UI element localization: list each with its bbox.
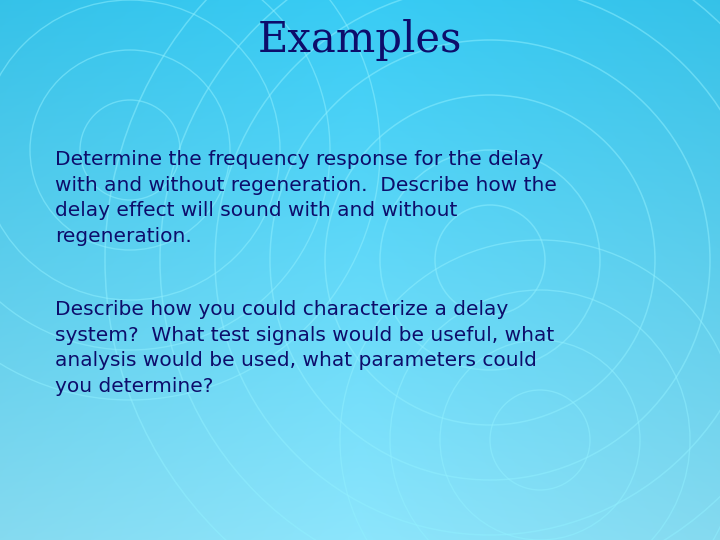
Text: Examples: Examples [258,19,462,61]
Text: Describe how you could characterize a delay
system?  What test signals would be : Describe how you could characterize a de… [55,300,554,396]
Text: Determine the frequency response for the delay
with and without regeneration.  D: Determine the frequency response for the… [55,150,557,246]
